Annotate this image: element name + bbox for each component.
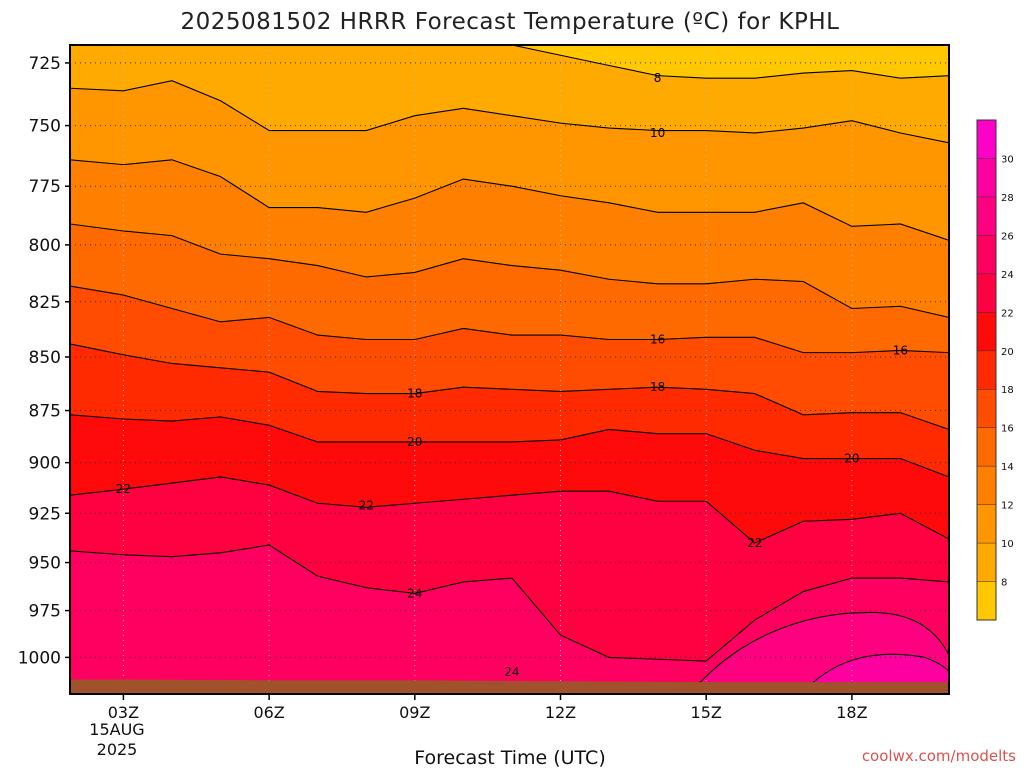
contour-label-8: 8 (654, 71, 662, 85)
ground-terrain (70, 679, 949, 694)
colorbar-segment-30 (977, 120, 996, 159)
gridlines (70, 45, 949, 694)
x-tick-label-12Z: 12Z (545, 703, 576, 722)
colorbar-label-20: 20 (1001, 347, 1014, 358)
colorbar-segment-18 (977, 350, 996, 390)
colorbar-label-16: 16 (1001, 424, 1014, 435)
colorbar-label-28: 28 (1001, 193, 1014, 204)
isotherm-14 (70, 223, 949, 318)
isotherm-12 (70, 159, 949, 241)
colorbar-segment-22 (977, 273, 996, 313)
colorbar-segment-28 (977, 158, 996, 198)
x-tick-label-18Z: 18Z (836, 703, 867, 722)
y-tick-label-975: 975 (29, 602, 61, 622)
colorbar-frame (976, 119, 997, 621)
contour-label-22: 22 (747, 536, 762, 550)
x-date-line-2: 2025 (97, 740, 138, 759)
y-tick-label-800: 800 (29, 236, 61, 256)
colorbar-segment-14 (977, 427, 996, 467)
plot-area: 8 10 16 16 18 18 20 20 22 22 22 24 24 (70, 45, 949, 694)
y-axis: 725 750 775 800 825 850 875 900 925 950 975 1000 (18, 54, 70, 668)
x-tick-label-06Z: 06Z (253, 703, 284, 722)
colorbar-segment-10 (977, 504, 996, 544)
contour-label-24: 24 (407, 586, 422, 600)
y-tick-label-875: 875 (29, 402, 61, 422)
contour-label-18: 18 (407, 387, 422, 401)
colorbar-segment-20 (977, 312, 996, 352)
colorbar-segment-6 (977, 581, 996, 621)
contour-label-16: 16 (893, 343, 908, 357)
colorbar-label-10: 10 (1001, 539, 1014, 550)
contour-label-22: 22 (116, 482, 131, 496)
isotherm-10 (70, 80, 949, 144)
temperature-fills (70, 45, 949, 694)
credit-text: coolwx.com/modelts (862, 747, 1016, 765)
x-axis-label: Forecast Time (UTC) (414, 747, 605, 768)
colorbar-segment-24 (977, 235, 996, 275)
contour-label-24: 24 (504, 665, 519, 679)
colorbar-label-24: 24 (1001, 270, 1014, 281)
contour-label-18: 18 (650, 380, 665, 394)
chart-title: 2025081502 HRRR Forecast Temperature (ºC… (181, 9, 840, 35)
colorbar-segment-12 (977, 466, 996, 506)
contour-label-20: 20 (844, 452, 859, 466)
y-tick-label-950: 950 (29, 554, 61, 574)
colorbar-label-8: 8 (1001, 578, 1007, 589)
contour-labels: 8 10 16 16 18 18 20 20 22 22 22 24 24 (116, 71, 908, 679)
y-tick-label-825: 825 (29, 293, 61, 313)
isotherm-20 (70, 414, 949, 478)
isotherm-24 (70, 544, 949, 662)
x-date-line-1: 15AUG (89, 720, 144, 739)
isotherm-18 (70, 343, 949, 431)
y-tick-label-850: 850 (29, 348, 61, 368)
x-tick-label-09Z: 09Z (399, 703, 430, 722)
colorbar-segment-16 (977, 389, 996, 429)
isotherm-contours (70, 45, 949, 694)
x-tick-label-15Z: 15Z (691, 703, 722, 722)
isotherm-28 (800, 653, 949, 694)
colorbar-label-30: 30 (1001, 154, 1014, 165)
x-tick-label-03Z: 03Z (108, 703, 139, 722)
colorbar-label-14: 14 (1001, 462, 1014, 473)
y-tick-label-925: 925 (29, 504, 61, 524)
isotherm-22 (70, 476, 949, 544)
contour-label-10: 10 (650, 126, 665, 140)
contour-label-22: 22 (359, 498, 374, 512)
colorbar-label-18: 18 (1001, 385, 1014, 396)
colorbar-segment-26 (977, 196, 996, 236)
y-tick-label-775: 775 (29, 177, 61, 197)
contour-label-16: 16 (650, 332, 665, 346)
y-tick-label-1000: 1000 (18, 648, 61, 668)
contour-label-20: 20 (407, 435, 422, 449)
colorbar: 8 10 12 14 16 18 20 22 24 26 28 30 (976, 119, 1014, 621)
colorbar-label-26: 26 (1001, 231, 1014, 242)
y-tick-label-750: 750 (29, 117, 61, 137)
colorbar-label-22: 22 (1001, 308, 1014, 319)
isotherm-16 (70, 285, 949, 354)
y-tick-label-900: 900 (29, 454, 61, 474)
isotherm-8 (267, 45, 949, 79)
x-axis: 03Z 06Z 09Z 12Z 15Z 18Z (108, 694, 868, 722)
colorbar-label-12: 12 (1001, 501, 1014, 512)
y-tick-label-725: 725 (29, 54, 61, 74)
plot-frame (69, 44, 950, 695)
colorbar-segment-8 (977, 543, 996, 583)
